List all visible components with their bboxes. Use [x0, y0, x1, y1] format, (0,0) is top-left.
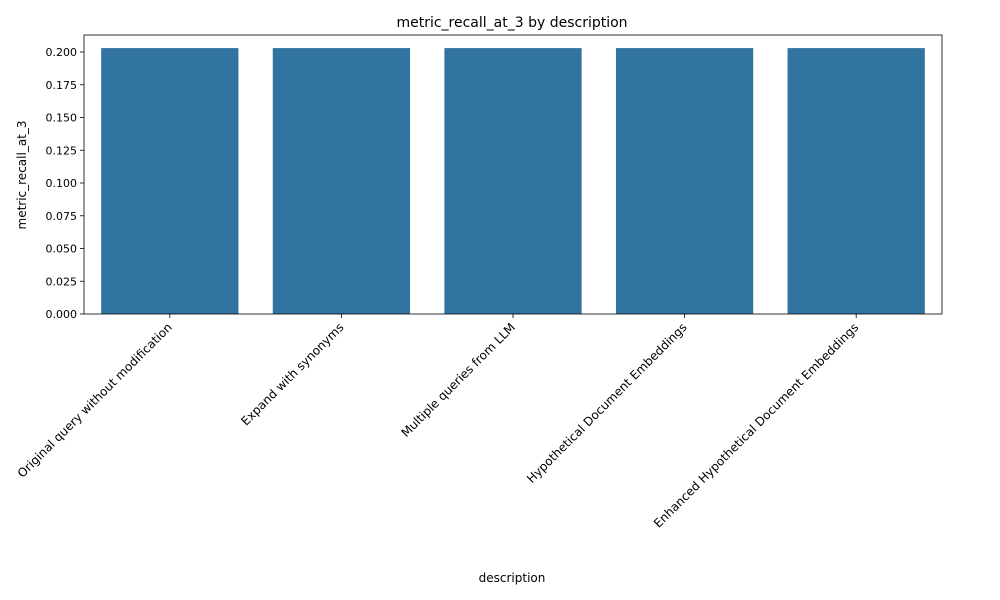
y-tick-label: 0.175	[46, 79, 78, 92]
y-tick-label: 0.150	[46, 112, 78, 125]
y-tick-label: 0.100	[46, 177, 78, 190]
y-axis: 0.000 0.025 0.050 0.075 0.100 0.125 0.150 0.175…	[46, 46, 84, 321]
y-tick-label: 0.000	[46, 308, 78, 321]
x-tick-label: Hypothetical Document Embeddings	[524, 320, 690, 486]
chart-title: metric_recall_at_3 by description	[396, 15, 627, 31]
plot-frame	[83, 34, 943, 315]
bar	[101, 48, 239, 314]
bars	[101, 48, 925, 314]
x-tick-label: Multiple queries from LLM	[398, 320, 518, 440]
x-axis: Original query without modification Expan…	[15, 314, 861, 531]
bar	[787, 48, 925, 314]
x-axis-label: description	[479, 571, 546, 585]
bar	[272, 48, 411, 314]
x-tick-label: Original query without modification	[15, 320, 175, 480]
x-tick-label: Enhanced Hypothetical Document Embedding…	[651, 320, 861, 530]
x-tick-label: Expand with synonyms	[238, 320, 346, 428]
y-axis-label: metric_recall_at_3	[15, 120, 29, 229]
y-tick-label: 0.200	[46, 46, 78, 59]
y-tick-label: 0.025	[46, 275, 78, 288]
y-tick-label: 0.075	[46, 210, 78, 223]
y-tick-label: 0.125	[46, 144, 78, 157]
bar	[615, 48, 754, 314]
bar	[444, 48, 582, 314]
y-tick-label: 0.050	[46, 243, 78, 256]
